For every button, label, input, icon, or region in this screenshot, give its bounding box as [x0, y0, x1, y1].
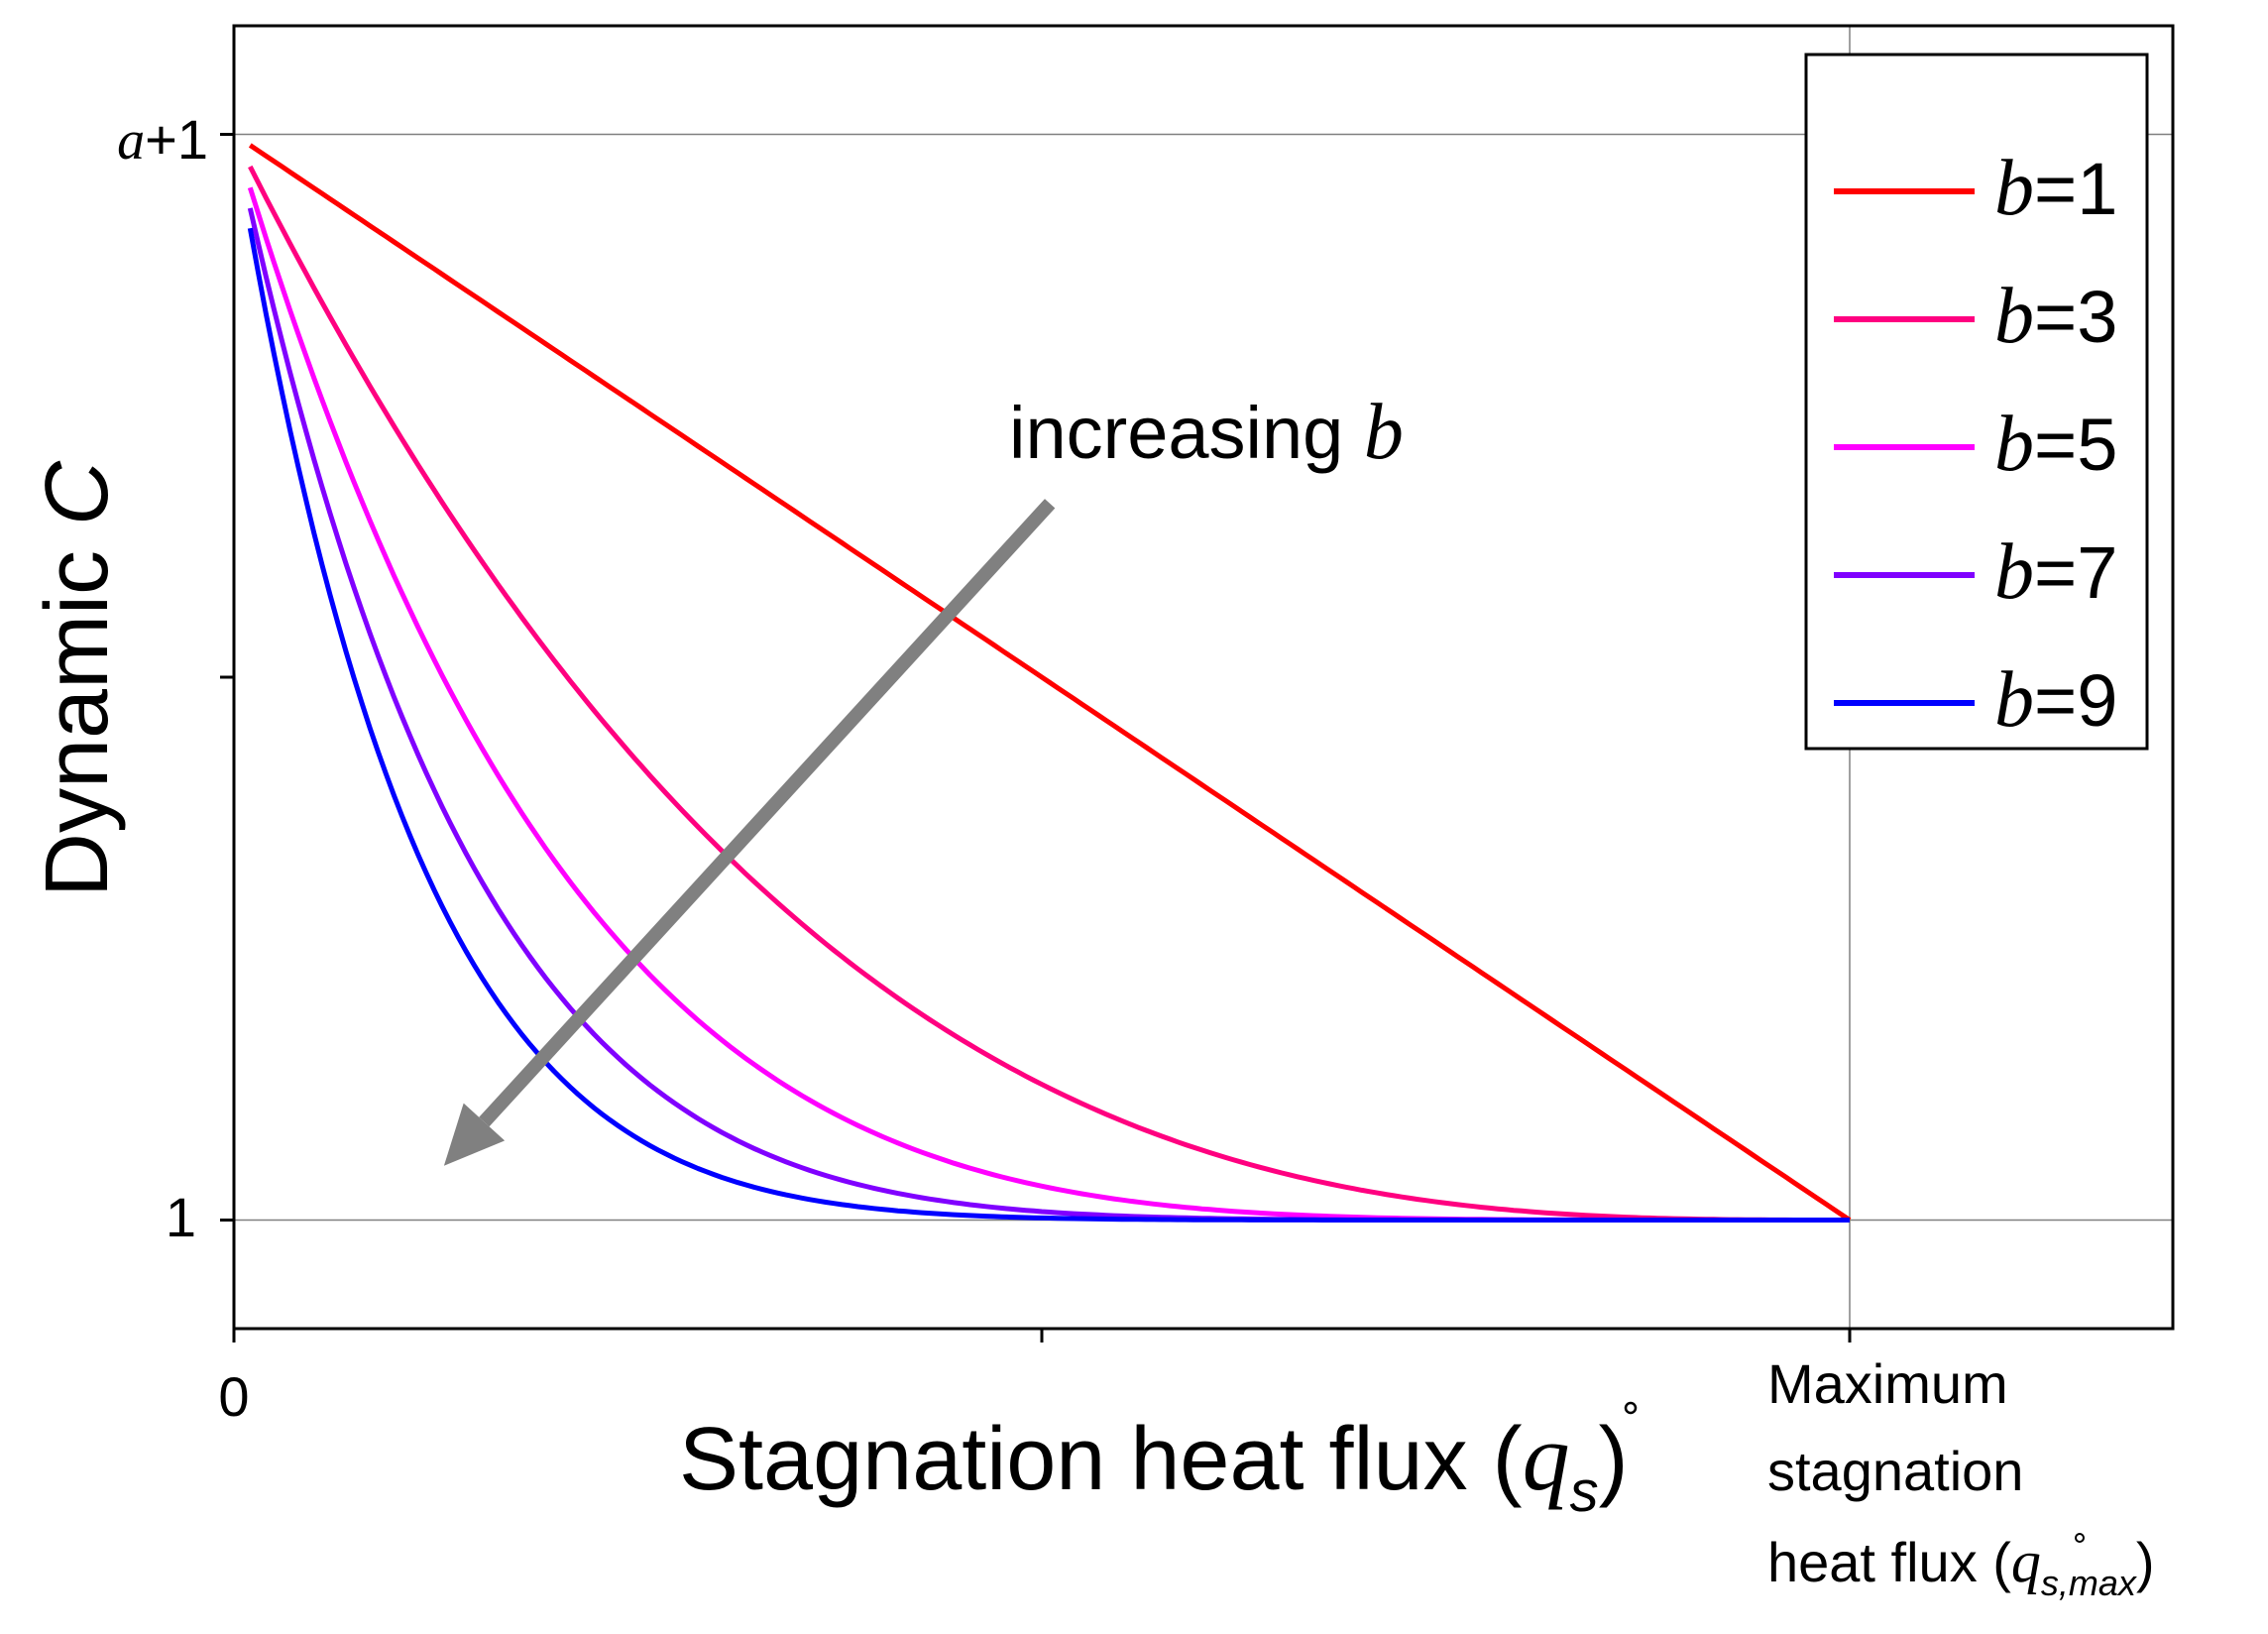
x-tick-label-max-symbol: q: [2011, 1529, 2041, 1594]
y-tick-label-a: a: [117, 110, 145, 172]
annotation: [443, 499, 1056, 1166]
legend-label-b1-italic: b: [1994, 145, 2034, 232]
x-axis-title: Stagnation heat flux (qs): [679, 1404, 1629, 1524]
legend-label-b9: b=9: [1994, 656, 2117, 744]
x-tick-label-max-line2: stagnation: [1767, 1440, 2023, 1502]
x-tick-label-max-line3: heat flux (qs,max): [1767, 1529, 2155, 1603]
legend-label-b5-text: =5: [2034, 404, 2117, 486]
legend-swatches: [1834, 188, 1975, 706]
x-axis-title-close: ): [1599, 1410, 1629, 1509]
annotation-label-italic: b: [1364, 389, 1404, 476]
legend-label-b3-italic: b: [1994, 273, 2034, 360]
x-tick-label-max-close: ): [2136, 1531, 2155, 1593]
legend-label-b7-text: =7: [2034, 531, 2117, 614]
x-tick-label-max-line3-text: heat flux (: [1767, 1531, 2011, 1593]
legend: b=1 b=3 b=5 b=7 b=9: [1804, 53, 2149, 751]
legend-label-b1: b=1: [1994, 145, 2117, 232]
y-tick-label-plus-1: +1: [145, 108, 208, 171]
legend-label-b3-text: =3: [2034, 276, 2117, 358]
annotation-arrow-shaft: [479, 499, 1056, 1127]
x-axis-title-dot-icon: [1624, 1401, 1638, 1415]
data-series: [247, 143, 1852, 1223]
x-tick-label-0: 0: [218, 1365, 249, 1428]
series-line-b1: [248, 143, 1852, 1223]
series-line-b9: [247, 227, 1850, 1223]
y-tick-label-a-plus-1: a+1: [117, 108, 208, 172]
x-tick-label-max-line1: Maximum: [1767, 1352, 2008, 1415]
x-tick-label-max-subscript: s,max: [2041, 1563, 2138, 1603]
legend-label-b9-italic: b: [1994, 656, 2034, 744]
y-tick-label-1: 1: [166, 1186, 196, 1248]
legend-label-b5: b=5: [1994, 401, 2117, 488]
y-axis-title: Dynamic C: [28, 460, 127, 897]
annotation-label-text: increasing: [1009, 392, 1364, 474]
legend-label-b5-italic: b: [1994, 401, 2034, 488]
legend-label-b7-italic: b: [1994, 528, 2034, 616]
axis-ticks: [220, 133, 1852, 1342]
x-axis-title-symbol: q: [1523, 1404, 1570, 1510]
y-axis-title-text: Dynamic: [28, 525, 127, 897]
legend-label-b1-text: =1: [2034, 148, 2117, 230]
legend-label-b7: b=7: [1994, 528, 2117, 616]
y-axis-title-symbol: C: [28, 460, 127, 525]
x-tick-label-max-dot-icon: [2075, 1533, 2085, 1543]
legend-label-b3: b=3: [1994, 273, 2117, 360]
annotation-arrow-head: [443, 1103, 506, 1166]
annotation-label: increasing b: [1009, 389, 1404, 476]
series-line-b3: [248, 165, 1850, 1223]
legend-box: [1804, 53, 2149, 751]
legend-label-b9-text: =9: [2034, 659, 2117, 742]
x-axis-title-subscript: s: [1570, 1459, 1599, 1524]
x-axis-title-text: Stagnation heat flux (: [679, 1410, 1523, 1509]
